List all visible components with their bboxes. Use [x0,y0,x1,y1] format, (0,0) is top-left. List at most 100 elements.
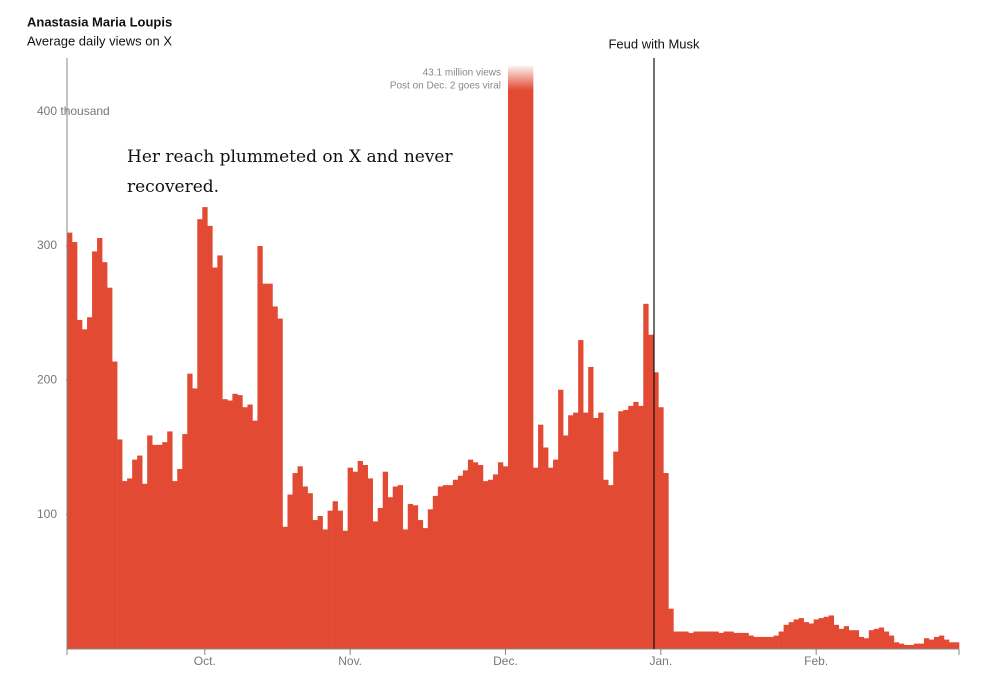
bar [362,464,368,649]
bar [482,481,489,649]
bar [252,420,258,649]
bar [738,632,744,649]
bar [833,624,840,649]
bar [67,232,73,649]
bar [397,485,404,649]
x-tick-label: Oct. [194,654,216,668]
annotation: Post on Dec. 2 goes viral [390,81,501,92]
bar [287,494,293,649]
bar [142,483,148,649]
bar [953,642,960,649]
bar [858,636,865,649]
bar [317,516,323,649]
bar [788,622,794,649]
bar [257,246,263,649]
bar [843,626,850,649]
bar [442,485,449,649]
bar [638,405,644,649]
bar [558,389,564,649]
x-tick-label: Nov. [338,654,362,668]
bar [933,636,940,649]
bar [307,493,313,649]
bar [543,447,549,649]
bar [417,520,424,649]
bar [643,303,649,649]
bar [217,255,223,649]
bar [367,478,373,649]
bar [908,644,915,649]
bar [242,407,248,649]
bar [698,631,704,649]
bar [618,411,624,649]
bar [653,372,659,649]
bar [783,624,789,649]
bar [873,628,880,649]
bar [297,466,303,649]
chart-subtitle: Average daily views on X [27,33,172,48]
bar [412,505,419,649]
bar [437,486,444,649]
bar [763,636,769,649]
bar [938,635,945,649]
bar [122,481,128,649]
bar [302,486,308,649]
bar [282,526,288,649]
bar [898,643,905,649]
bar [247,404,253,649]
x-tick-label: Feb. [804,654,828,668]
bar [187,373,193,649]
bar [918,643,925,649]
bar [462,470,469,649]
bar [523,66,529,649]
bar [583,412,589,649]
annotation: 43.1 million views [423,68,501,79]
bar [152,444,158,649]
bar [923,638,930,649]
bar [117,439,123,649]
bar [678,631,684,649]
bar [863,638,870,649]
bar [377,507,384,649]
bar [513,66,519,649]
bar [668,608,674,649]
bar [828,615,835,649]
bar [533,467,539,649]
bar [848,630,855,649]
bar [402,529,409,649]
bar [137,455,143,649]
y-tick-label: 200 [37,373,57,387]
bar [693,631,699,649]
bar [162,442,168,649]
bar [407,503,414,649]
bar [447,485,454,649]
bar [472,462,479,649]
bar [337,510,343,649]
bar [497,462,504,649]
bar [202,207,208,649]
bar [853,630,860,649]
bar [593,417,599,649]
bar [563,435,569,649]
bar [798,618,804,649]
bar [603,479,609,649]
bar [883,631,890,649]
bars [67,66,960,650]
bar [608,485,614,649]
chart-title: Anastasia Maria Loupis [27,14,172,29]
bar [778,631,784,649]
bar [548,467,554,649]
bar [878,627,885,649]
bar [803,622,809,649]
y-tick-label: 300 [37,238,57,252]
bar [112,361,118,649]
bar [823,616,830,649]
bar [838,628,845,649]
bar [753,636,759,649]
bar [743,632,749,649]
bar [538,424,544,649]
bar [97,237,103,649]
bar [773,635,779,649]
bar [192,388,198,649]
bar [628,405,634,649]
